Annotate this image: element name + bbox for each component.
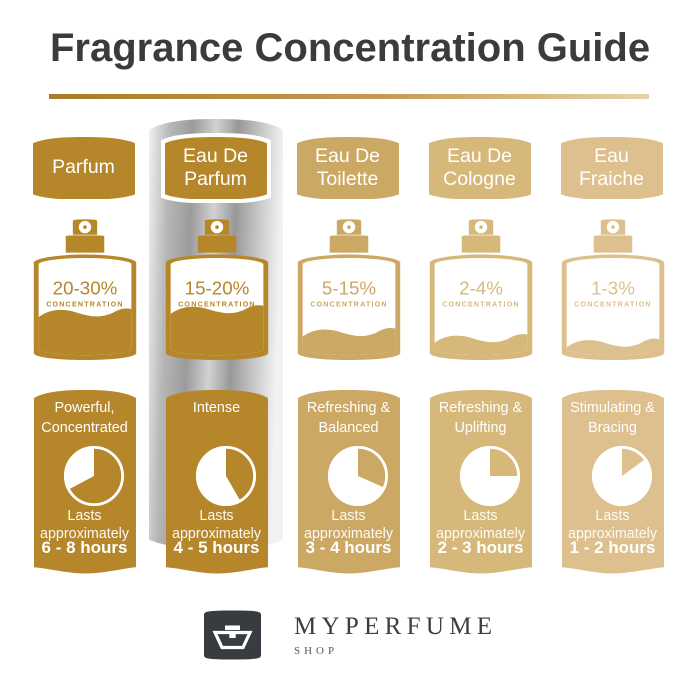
svg-text:2-4%: 2-4% <box>459 278 503 299</box>
svg-text:CONCENTRATION: CONCENTRATION <box>178 301 256 309</box>
svg-text:5-15%: 5-15% <box>321 278 375 299</box>
svg-text:CONCENTRATION: CONCENTRATION <box>46 301 124 309</box>
svg-text:20-30%: 20-30% <box>52 278 117 299</box>
svg-text:15-20%: 15-20% <box>184 278 249 299</box>
svg-text:CONCENTRATION: CONCENTRATION <box>442 301 520 309</box>
svg-text:CONCENTRATION: CONCENTRATION <box>574 301 652 309</box>
svg-text:CONCENTRATION: CONCENTRATION <box>310 301 388 309</box>
svg-text:1-3%: 1-3% <box>591 278 635 299</box>
